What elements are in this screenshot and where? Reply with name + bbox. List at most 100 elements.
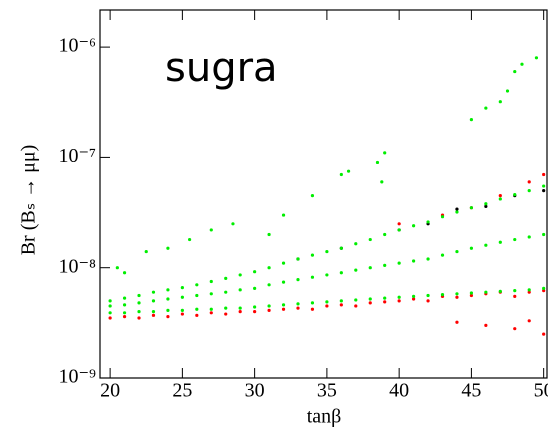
point xyxy=(151,299,156,303)
point xyxy=(368,301,372,305)
point xyxy=(224,290,228,294)
point xyxy=(209,307,213,311)
point xyxy=(195,293,199,298)
point xyxy=(195,313,199,317)
point xyxy=(542,286,546,290)
point xyxy=(455,292,459,296)
point xyxy=(296,302,300,306)
point xyxy=(325,249,329,254)
point xyxy=(397,261,401,265)
point xyxy=(534,56,539,60)
point xyxy=(122,296,127,300)
point xyxy=(180,308,184,313)
point xyxy=(455,320,459,324)
point xyxy=(188,237,192,242)
point xyxy=(209,311,213,315)
point xyxy=(151,309,156,314)
point xyxy=(513,327,517,331)
point xyxy=(520,62,524,66)
point xyxy=(281,280,286,284)
point xyxy=(166,288,170,292)
point xyxy=(412,297,416,301)
x-tick-label: 20 xyxy=(100,380,120,402)
point xyxy=(267,304,271,308)
point xyxy=(137,301,141,305)
point xyxy=(440,293,445,297)
point xyxy=(412,259,416,263)
point xyxy=(325,300,329,304)
point xyxy=(339,172,343,177)
x-tick-label: 40 xyxy=(389,380,409,402)
points xyxy=(108,56,546,336)
point xyxy=(166,246,170,250)
point xyxy=(144,249,148,254)
point xyxy=(484,106,488,110)
point xyxy=(484,204,488,208)
point xyxy=(542,332,546,336)
point xyxy=(166,315,170,319)
plot-frame xyxy=(99,9,548,379)
point xyxy=(527,180,531,184)
point xyxy=(484,202,488,206)
point xyxy=(122,315,127,319)
point xyxy=(151,290,156,294)
point xyxy=(498,197,502,201)
point xyxy=(281,307,286,311)
point xyxy=(469,291,474,295)
point xyxy=(455,249,459,254)
point xyxy=(209,292,213,296)
point xyxy=(137,309,141,314)
point xyxy=(354,298,358,302)
point xyxy=(267,308,271,313)
point xyxy=(375,160,380,165)
point xyxy=(354,242,358,246)
point xyxy=(267,266,271,270)
point xyxy=(180,286,184,290)
point xyxy=(166,308,170,313)
point xyxy=(267,283,271,287)
point xyxy=(238,306,242,310)
point xyxy=(484,323,488,327)
point xyxy=(440,253,445,257)
point xyxy=(455,210,459,214)
x-tick-label: 25 xyxy=(172,380,192,402)
point xyxy=(380,180,384,184)
point xyxy=(108,316,112,320)
point xyxy=(469,293,474,298)
point xyxy=(224,312,228,316)
point xyxy=(542,232,546,237)
point xyxy=(498,240,502,244)
x-tick-label: 35 xyxy=(317,380,337,402)
point xyxy=(339,303,343,307)
x-tick-label: 30 xyxy=(245,380,265,402)
point xyxy=(354,268,358,272)
point xyxy=(108,311,112,315)
y-tick-label: 10⁻⁷ xyxy=(58,145,96,167)
point xyxy=(253,270,257,274)
point xyxy=(383,300,387,304)
point xyxy=(455,295,459,299)
point xyxy=(383,232,387,237)
x-axis-label: tanβ xyxy=(307,406,342,428)
point xyxy=(253,309,257,314)
point xyxy=(339,246,343,250)
point xyxy=(238,288,242,292)
point xyxy=(412,224,416,228)
point xyxy=(166,297,170,301)
point xyxy=(426,299,430,303)
point xyxy=(368,237,372,242)
point xyxy=(542,172,546,177)
point xyxy=(527,189,531,193)
point xyxy=(325,273,329,277)
point xyxy=(527,235,531,239)
point xyxy=(346,169,351,173)
point xyxy=(296,257,300,261)
point xyxy=(542,289,546,293)
point xyxy=(137,293,141,298)
point xyxy=(310,194,315,198)
point xyxy=(484,290,488,294)
point xyxy=(397,299,401,303)
point xyxy=(513,69,517,74)
point xyxy=(296,306,300,310)
